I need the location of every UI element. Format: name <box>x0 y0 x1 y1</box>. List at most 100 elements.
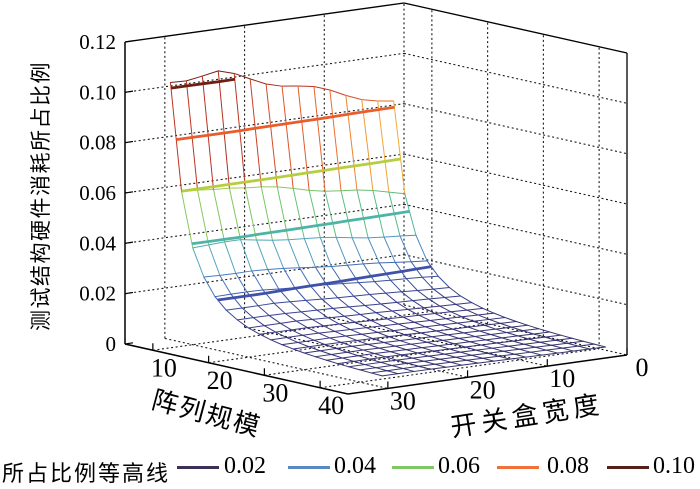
mesh-line <box>423 305 441 309</box>
grid-line <box>403 304 628 356</box>
mesh-line <box>593 343 606 348</box>
mesh-line <box>405 276 423 280</box>
mesh-line <box>329 337 342 343</box>
mesh-line <box>380 361 393 366</box>
mesh-line <box>418 365 431 370</box>
mesh-line <box>283 267 296 289</box>
mesh-line <box>364 304 377 314</box>
mesh-line <box>410 341 428 345</box>
mesh-line <box>488 317 506 320</box>
mesh-line <box>495 326 512 330</box>
mesh-line <box>439 303 457 307</box>
mesh-line <box>235 270 253 274</box>
mesh-line <box>327 317 340 325</box>
mesh-line <box>458 335 476 339</box>
mesh-line <box>369 294 382 305</box>
mesh-line <box>314 265 332 268</box>
mesh-line <box>308 189 321 239</box>
mesh-line <box>305 299 318 311</box>
mesh-line <box>372 336 390 340</box>
mesh-line <box>373 281 387 294</box>
mesh-line <box>314 356 328 361</box>
mesh-line <box>498 353 516 357</box>
mesh-line <box>400 352 418 356</box>
mesh-line <box>356 339 369 345</box>
mesh-line <box>514 353 527 358</box>
mesh-line <box>428 296 446 300</box>
mesh-line <box>212 189 226 243</box>
mesh-line <box>246 291 259 307</box>
mesh-line <box>490 332 508 335</box>
mesh-line <box>340 190 353 239</box>
mesh-line <box>523 343 536 348</box>
mesh-line <box>412 357 425 362</box>
mesh-line <box>381 323 399 327</box>
mesh-line <box>499 321 517 324</box>
mesh-line <box>297 341 310 348</box>
mesh-line <box>442 337 460 341</box>
mesh-line <box>370 370 388 374</box>
mesh-line <box>541 352 559 356</box>
mesh-line <box>302 332 320 336</box>
mesh-line <box>456 320 474 324</box>
mesh-line <box>402 365 420 369</box>
mesh-line <box>426 341 439 347</box>
mesh-line <box>407 362 420 367</box>
mesh-line <box>394 345 407 351</box>
mesh-line <box>437 345 450 350</box>
mesh-line <box>326 284 339 299</box>
mesh-line <box>443 351 461 355</box>
mesh-line <box>501 335 519 339</box>
legend-swatch-0.06 <box>392 466 434 469</box>
mesh-line <box>291 327 308 331</box>
mesh-line <box>448 286 462 297</box>
mesh-line <box>453 343 466 348</box>
z-tick <box>124 191 134 194</box>
mesh-line <box>329 335 347 339</box>
mesh-line <box>460 295 473 304</box>
mesh-line <box>504 317 517 323</box>
mesh-line <box>528 336 546 340</box>
switch-width-tick-label: 30 <box>390 386 416 415</box>
mesh-line <box>353 358 371 362</box>
mesh-line <box>377 330 395 333</box>
mesh-line <box>322 323 340 327</box>
mesh-line <box>557 350 575 354</box>
mesh-line <box>383 341 396 347</box>
mesh-line <box>498 355 511 360</box>
z-tick-label: 0.04 <box>79 231 116 255</box>
mesh-line <box>185 75 203 82</box>
mesh-line <box>369 356 387 360</box>
mesh-line <box>259 333 272 341</box>
grid-line <box>124 52 405 93</box>
mesh-line <box>337 360 355 365</box>
mesh-line <box>412 355 430 359</box>
mesh-line <box>566 340 584 344</box>
mesh-line <box>546 349 559 354</box>
mesh-line <box>466 357 484 361</box>
mesh-line <box>197 189 210 246</box>
mesh-line <box>475 347 493 351</box>
grid-line <box>324 315 548 367</box>
mesh-line <box>397 370 415 375</box>
z-tick <box>124 241 134 244</box>
mesh-line <box>424 326 438 332</box>
mesh-line <box>380 303 393 312</box>
mesh-line <box>203 276 216 298</box>
mesh-line <box>450 361 463 366</box>
mesh-line <box>319 237 332 267</box>
mesh-line <box>192 247 205 278</box>
switch-width-tick-label: 20 <box>470 375 496 404</box>
mesh-line <box>466 359 479 364</box>
mesh-line <box>487 352 500 357</box>
mesh-line <box>466 309 479 316</box>
mesh-line <box>378 345 396 349</box>
mesh-line <box>571 337 584 342</box>
mesh-line <box>361 99 374 191</box>
mesh-line <box>356 338 374 341</box>
mesh-line <box>265 83 278 188</box>
mesh-line <box>358 281 375 284</box>
mesh-line <box>273 302 286 314</box>
mesh-line <box>289 301 302 313</box>
mesh-line <box>351 237 364 265</box>
